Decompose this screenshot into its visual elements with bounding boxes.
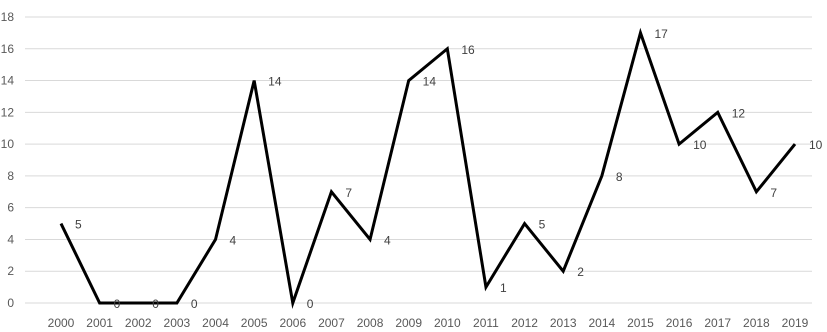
x-tick-label: 2010 bbox=[434, 316, 461, 330]
x-tick-label: 2004 bbox=[202, 316, 229, 330]
y-tick-label: 18 bbox=[1, 10, 15, 24]
data-label: 16 bbox=[461, 43, 475, 57]
data-label: 0 bbox=[114, 297, 121, 311]
data-label: 0 bbox=[307, 297, 314, 311]
y-tick-label: 8 bbox=[7, 169, 14, 183]
x-tick-label: 2011 bbox=[473, 316, 499, 330]
x-tick-label: 2006 bbox=[279, 316, 306, 330]
x-tick-label: 2012 bbox=[511, 316, 538, 330]
data-label: 7 bbox=[770, 186, 777, 200]
x-tick-label: 2015 bbox=[627, 316, 654, 330]
y-axis: 0 2 4 6 8 10 12 14 16 18 bbox=[1, 10, 15, 310]
y-tick-label: 2 bbox=[7, 264, 14, 278]
x-tick-label: 2009 bbox=[395, 316, 422, 330]
data-label: 17 bbox=[654, 27, 668, 41]
data-label: 0 bbox=[191, 297, 198, 311]
x-tick-label: 2019 bbox=[782, 316, 809, 330]
data-label: 7 bbox=[345, 186, 352, 200]
data-label: 10 bbox=[809, 138, 823, 152]
y-tick-label: 0 bbox=[7, 296, 14, 310]
data-label: 10 bbox=[693, 138, 707, 152]
data-label: 0 bbox=[152, 297, 159, 311]
gridlines bbox=[25, 16, 812, 304]
y-tick-label: 12 bbox=[1, 105, 15, 119]
x-tick-label: 2002 bbox=[125, 316, 152, 330]
series-line bbox=[59, 27, 797, 309]
series-group bbox=[59, 27, 797, 309]
y-tick-label: 4 bbox=[7, 232, 14, 246]
y-tick-label: 6 bbox=[7, 201, 14, 215]
data-label: 14 bbox=[423, 75, 437, 89]
x-axis: 2000 2001 2002 2003 2004 2005 2006 2007 2008 2009… bbox=[48, 316, 809, 330]
data-label: 5 bbox=[539, 218, 546, 232]
data-label: 1 bbox=[500, 281, 507, 295]
data-label: 4 bbox=[384, 233, 391, 247]
x-tick-label: 2013 bbox=[550, 316, 577, 330]
x-tick-label: 2000 bbox=[48, 316, 75, 330]
x-tick-label: 2003 bbox=[164, 316, 191, 330]
x-tick-label: 2018 bbox=[743, 316, 770, 330]
x-tick-label: 2001 bbox=[86, 316, 113, 330]
data-labels: 5 0 0 0 4 14 0 7 4 14 16 1 5 2 8 17 10 12 7 10 bbox=[75, 27, 823, 311]
x-tick-label: 2008 bbox=[357, 316, 384, 330]
y-tick-label: 10 bbox=[1, 137, 15, 151]
x-tick-label: 2016 bbox=[666, 316, 693, 330]
data-label: 14 bbox=[268, 75, 282, 89]
data-label: 12 bbox=[732, 106, 746, 120]
x-tick-label: 2005 bbox=[241, 316, 268, 330]
x-tick-label: 2017 bbox=[704, 316, 731, 330]
data-label: 8 bbox=[616, 170, 623, 184]
y-tick-label: 14 bbox=[1, 74, 15, 88]
data-label: 4 bbox=[230, 233, 237, 247]
y-tick-label: 16 bbox=[1, 42, 15, 56]
x-tick-label: 2007 bbox=[318, 316, 345, 330]
data-label: 2 bbox=[577, 265, 584, 279]
x-tick-label: 2014 bbox=[588, 316, 615, 330]
data-label: 5 bbox=[75, 218, 82, 232]
